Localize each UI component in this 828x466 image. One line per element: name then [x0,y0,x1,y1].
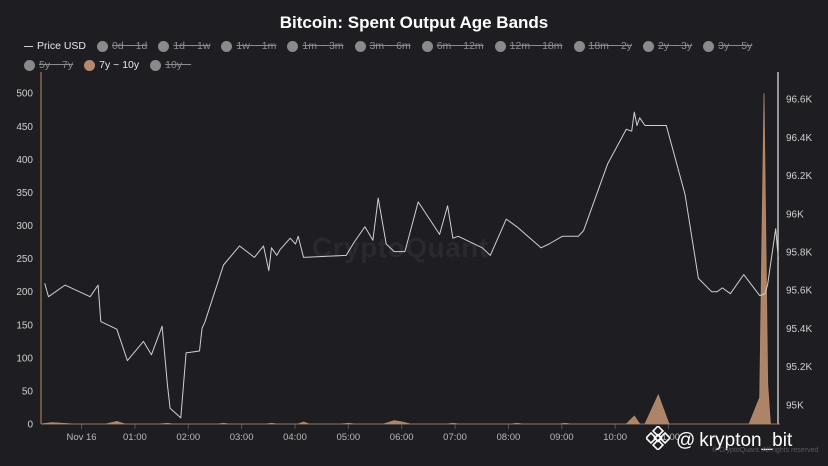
legend-item-8[interactable]: 18m ~ 2y [573,39,632,53]
legend-line-icon [24,45,33,47]
x-tick-label: 06:00 [390,432,414,443]
right-tick-label: 95.4K [786,324,812,335]
x-tick-label: 01:00 [123,432,147,443]
legend-label: 18m ~ 2y [588,40,632,52]
right-tick-label: 95.6K [786,286,812,297]
legend-label: 2y ~ 3y [657,40,693,52]
x-tick-label: 10:00 [603,432,627,443]
right-tick-label: 96.2K [786,171,812,182]
series-line-price-usd [44,111,779,419]
watermark-text: CryptoQuant [312,232,489,263]
left-tick-label: 150 [16,320,33,331]
x-tick-label: 09:00 [550,432,574,443]
legend-label: 1d ~ 1w [173,40,211,52]
legend-dot-icon [494,40,506,52]
legend-item-2[interactable]: 1d ~ 1w [158,39,210,53]
right-tick-label: 96K [786,209,804,220]
legend-item-11[interactable]: 5y ~ 7y [24,58,73,72]
legend-dot-icon [642,40,654,52]
legend-item-9[interactable]: 2y ~ 3y [642,39,693,53]
legend-dot-icon [150,59,162,71]
legend-label: 10y ~ [165,59,192,71]
left-tick-label: 400 [16,155,33,166]
x-tick-label: 07:00 [443,432,467,443]
legend-dot-icon [84,59,96,71]
left-tick-label: 300 [16,221,33,232]
x-tick-label: 05:00 [336,432,360,443]
legend-item-1[interactable]: 0d ~ 1d [97,39,147,53]
legend-dot-icon [158,40,170,52]
legend-item-13[interactable]: 10y ~ [150,58,191,72]
binance-logo-icon [644,424,672,455]
left-tick-label: 200 [16,287,33,298]
legend-dot-icon [287,40,299,52]
legend-dot-icon [703,40,715,52]
legend-item-7[interactable]: 12m ~ 18m [494,39,563,53]
left-tick-label: 350 [16,188,33,199]
legend-item-6[interactable]: 6m ~ 12m [421,39,484,53]
copyright-text: © CryptoQuant. All rights reserved [712,447,819,454]
x-tick-label: 03:00 [230,432,254,443]
x-tick-label: 08:00 [497,432,521,443]
legend-label: 1m ~ 3m [302,40,344,52]
legend-item-12[interactable]: 7y ~ 10y [84,58,139,72]
legend-dot-icon [221,40,233,52]
left-tick-label: 0 [27,420,33,431]
legend-dot-icon [421,40,433,52]
legend-item-10[interactable]: 3y ~ 5y [703,39,752,53]
left-y-axis: 0 50 100 150 200 250 300 350 400 450 500 [16,72,42,431]
legend-dot-icon [97,40,109,52]
series-area-7y-10y [40,93,780,425]
x-tick-label: 02:00 [176,432,200,443]
legend-dot-icon [354,40,366,52]
series-layer [40,93,780,425]
x-tick-label: 04:00 [283,432,307,443]
legend-label: 0d ~ 1d [112,40,148,52]
legend-dot-icon [24,59,35,71]
legend-label: 3m ~ 6m [369,40,411,52]
right-y-axis: 95K 95.2K 95.4K 95.6K 95.8K 96K 96.2K 96.4K 96.6… [777,72,812,424]
left-tick-label: 250 [16,254,33,265]
x-tick-label: Nov 16 [66,432,96,443]
right-tick-label: 96.6K [786,95,812,106]
right-tick-label: 95.8K [786,248,812,259]
legend-dot-icon [573,40,585,52]
legend-item-0[interactable]: Price USD [24,39,86,53]
legend-item-3[interactable]: 1w ~ 1m [221,39,276,53]
chart-title: Bitcoin: Spent Output Age Bands [279,13,549,32]
legend-label: 5y ~ 7y [39,59,74,71]
left-tick-label: 100 [16,353,33,364]
legend-label: 1w ~ 1m [236,40,277,52]
left-tick-label: 500 [16,89,33,100]
legend-label: Price USD [37,40,87,52]
right-tick-label: 96.4K [786,133,812,144]
author-handle: krypton_bit [699,429,793,451]
legend-label: 12m ~ 18m [509,40,563,52]
legend-label: 6m ~ 12m [436,40,484,52]
legend-item-5[interactable]: 3m ~ 6m [354,39,411,53]
chart-legend: Price USD 0d ~ 1d 1d ~ 1w 1w ~ 1m 1m ~ 3m 3m … [24,39,814,72]
left-tick-label: 450 [16,122,33,133]
brand-signature: @ krypton_bit [644,424,793,455]
right-tick-label: 95.2K [786,362,812,373]
legend-label: 3y ~ 5y [718,40,753,52]
legend-item-4[interactable]: 1m ~ 3m [287,39,344,53]
at-symbol: @ [676,429,696,451]
legend-label: 7y ~ 10y [99,59,140,71]
left-tick-label: 50 [22,386,34,397]
right-tick-label: 95K [786,400,804,411]
